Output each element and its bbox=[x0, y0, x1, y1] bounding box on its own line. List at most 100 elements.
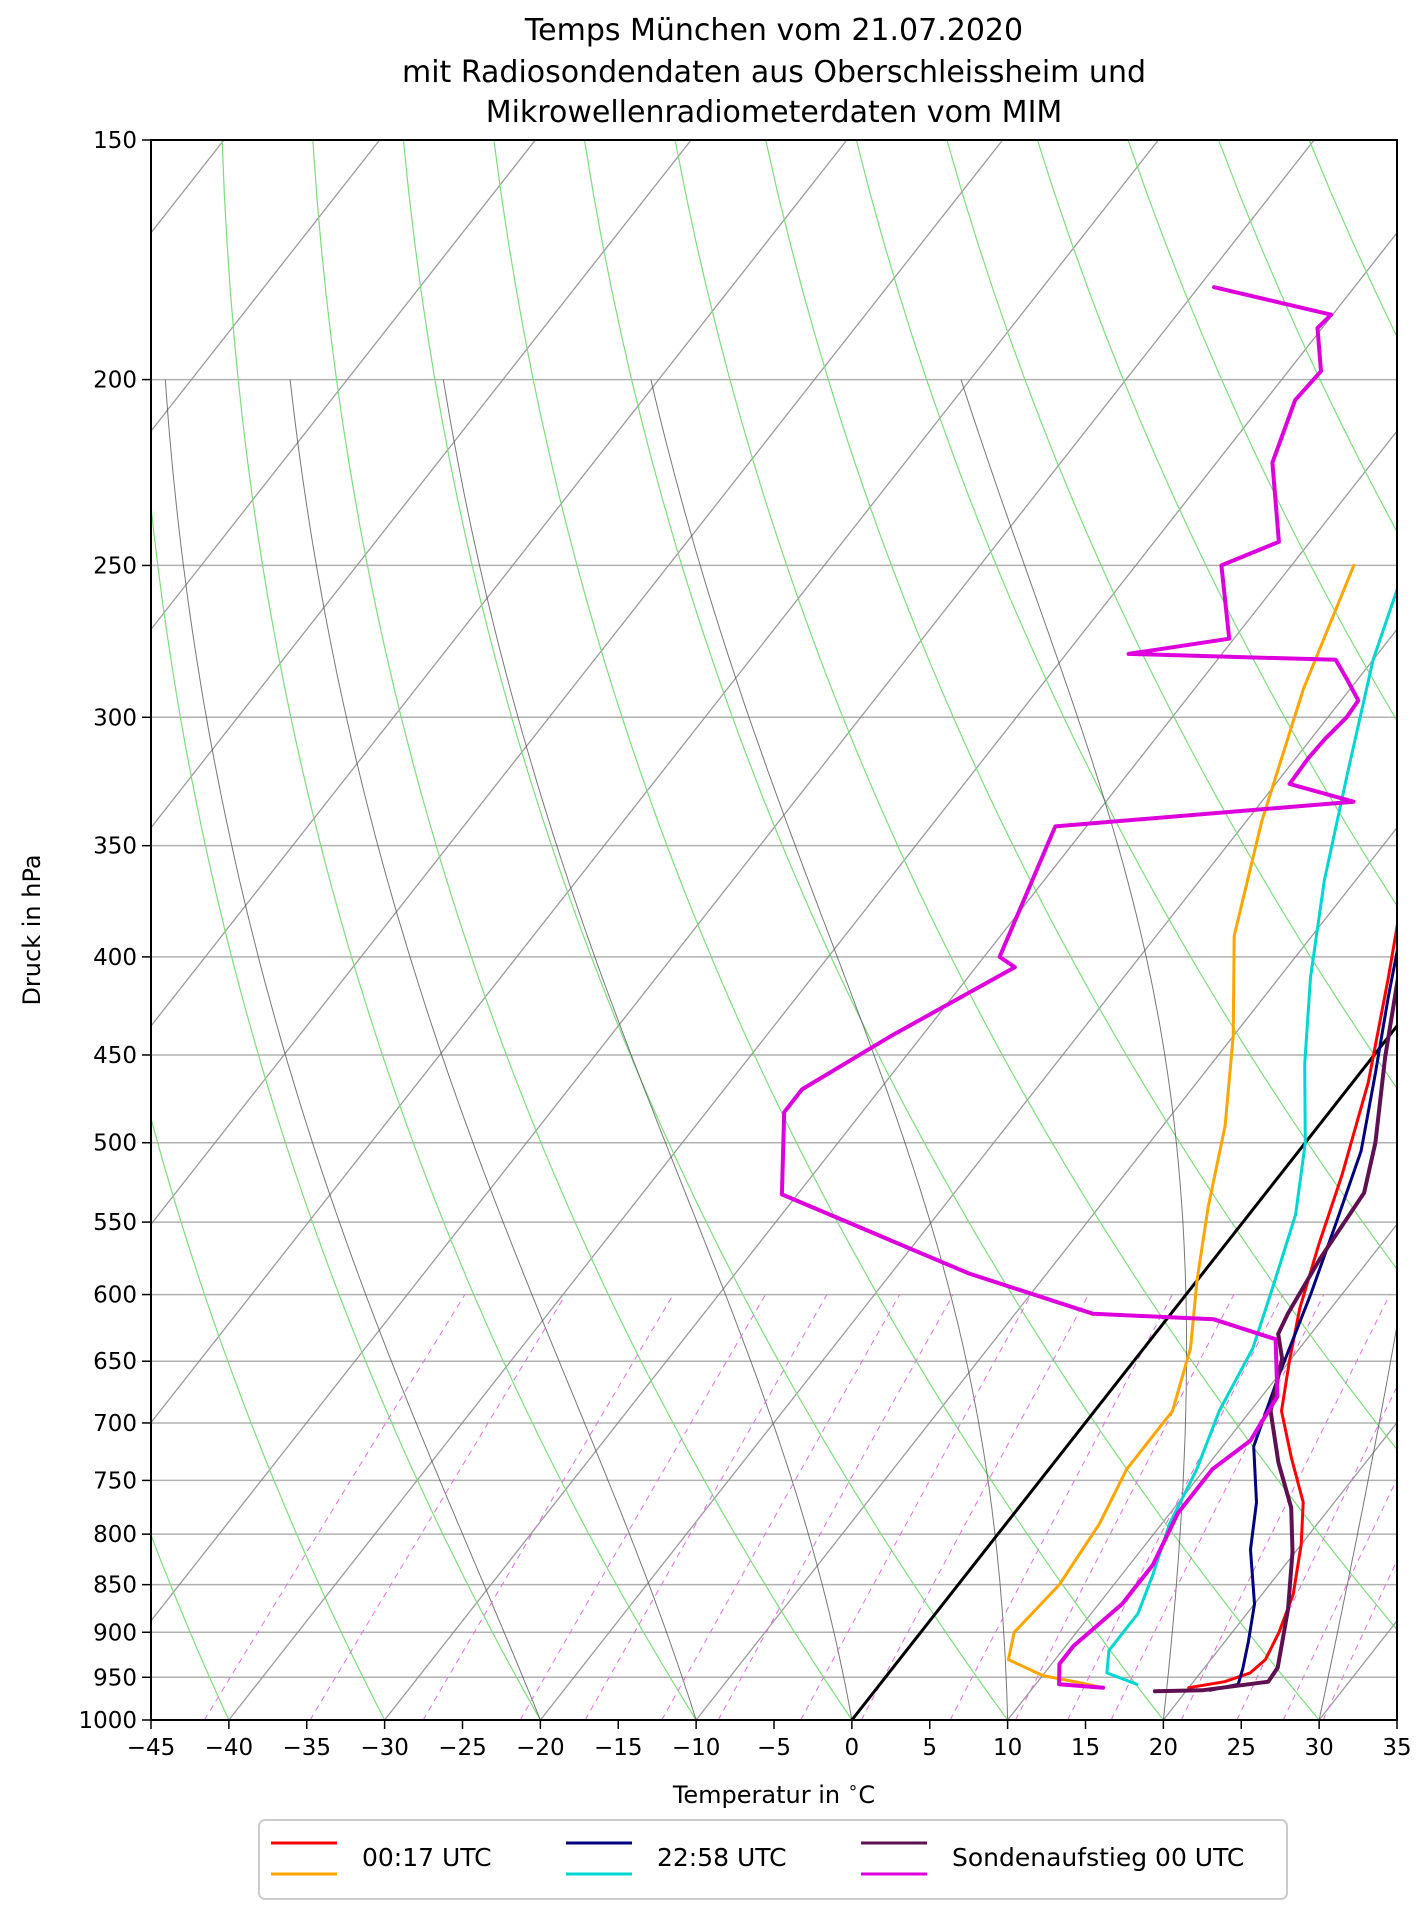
isotherm-line bbox=[151, 140, 1159, 1424]
legend-label-2258: 22:58 UTC bbox=[657, 1843, 787, 1872]
dry-adiabat-line bbox=[1127, 140, 1397, 722]
dry-adiabat-line bbox=[674, 140, 1397, 1631]
mixing-ratio-line bbox=[860, 1294, 1089, 1720]
dry-adiabat-line bbox=[221, 140, 697, 1720]
y-tick-label: 850 bbox=[93, 1573, 137, 1599]
mixing-ratio-line bbox=[1067, 1294, 1284, 1720]
x-tick-label: −30 bbox=[360, 1735, 409, 1761]
dry-adiabat-line bbox=[312, 140, 853, 1720]
y-axis-label: Druck in hPa bbox=[18, 854, 46, 1005]
series-line-00-17-utc-dewpoint bbox=[1006, 563, 1356, 1690]
y-tick-label: 150 bbox=[93, 128, 137, 154]
y-tick-label: 500 bbox=[93, 1131, 137, 1157]
y-tick-label: 200 bbox=[93, 368, 137, 394]
dry-adiabat-line bbox=[151, 1533, 230, 1720]
isotherm-line bbox=[1318, 1619, 1397, 1720]
y-tick-label: 700 bbox=[93, 1411, 137, 1437]
x-tick-label: 30 bbox=[1304, 1735, 1333, 1761]
legend-label-0017: 00:17 UTC bbox=[362, 1843, 492, 1872]
legend-box bbox=[258, 1819, 1288, 1900]
mixing-ratio-line bbox=[1015, 1294, 1235, 1720]
isotherm-line bbox=[228, 231, 1397, 1720]
series-line-22-58-utc-temperature bbox=[1208, 944, 1397, 1692]
isotherm-line bbox=[151, 140, 1004, 1226]
series-line-sondenaufstieg-00-utc-temperature bbox=[1152, 971, 1397, 1694]
x-tick-label: 35 bbox=[1382, 1735, 1411, 1761]
y-tick-label: 750 bbox=[93, 1468, 137, 1494]
mixing-ratio-line bbox=[800, 1294, 1032, 1720]
y-tick-label: 900 bbox=[93, 1620, 137, 1646]
mixing-ratio-line bbox=[949, 1294, 1173, 1720]
dry-adiabat-line bbox=[1036, 140, 1397, 907]
isotherm-line bbox=[1007, 1223, 1397, 1720]
isotherm-line bbox=[151, 140, 848, 1028]
chart-subtitle-line-1: mit Radiosondendaten aus Oberschleisshei… bbox=[402, 55, 1146, 90]
mixing-ratio-line bbox=[584, 1294, 828, 1720]
x-tick-label: −10 bbox=[672, 1735, 721, 1761]
mixing-ratio-line bbox=[1236, 1385, 1397, 1720]
plot-frame bbox=[150, 139, 1398, 1721]
y-tick-label: 300 bbox=[93, 705, 137, 731]
mixing-ratio-line bbox=[203, 1294, 466, 1720]
y-tick-label: 800 bbox=[93, 1522, 137, 1548]
dry-adiabat-line bbox=[151, 500, 541, 1720]
isotherm-line bbox=[1162, 1421, 1397, 1720]
legend-label-sonde: Sondenaufstieg 00 UTC bbox=[952, 1843, 1244, 1872]
x-tick-label: −25 bbox=[438, 1735, 487, 1761]
x-tick-label: −45 bbox=[127, 1735, 176, 1761]
moist-adiabat-line bbox=[650, 379, 1009, 1720]
y-tick-label: 550 bbox=[93, 1210, 137, 1236]
dry-adiabat-line bbox=[1400, 140, 1427, 1720]
sounding-series bbox=[779, 285, 1397, 1694]
x-tick-label: −5 bbox=[757, 1735, 791, 1761]
isotherm-line bbox=[539, 628, 1397, 1720]
y-tick-label: 350 bbox=[93, 834, 137, 860]
y-tick-label: 400 bbox=[93, 945, 137, 971]
legend: 00:17 UTC 22:58 UTC Sondenaufstieg 00 UT… bbox=[258, 1819, 1288, 1900]
x-tick-label: 25 bbox=[1227, 1735, 1256, 1761]
dry-adiabat-line bbox=[1308, 140, 1397, 339]
mixing-ratio-line bbox=[309, 1294, 567, 1720]
dry-adiabat-line bbox=[493, 140, 1164, 1720]
dry-adiabat-line bbox=[855, 140, 1397, 1271]
dry-adiabat-line bbox=[402, 140, 1009, 1720]
x-axis-label: Temperatur in ∘C bbox=[672, 1778, 875, 1809]
x-tick-label: 5 bbox=[922, 1735, 937, 1761]
background-reference-lines bbox=[151, 140, 1427, 1720]
x-tick-label: 20 bbox=[1149, 1735, 1178, 1761]
isotherm-line bbox=[151, 140, 692, 829]
chart-title: Temps München vom 21.07.2020 bbox=[524, 13, 1023, 48]
dry-adiabat-line bbox=[765, 140, 1397, 1451]
isotherm-line bbox=[151, 140, 381, 433]
y-tick-label: 1000 bbox=[78, 1708, 137, 1734]
isotherm-line bbox=[151, 140, 1315, 1622]
moist-adiabat-line bbox=[1318, 1322, 1397, 1720]
series-line-00-17-utc-temperature bbox=[1187, 918, 1397, 1690]
dry-adiabat-line bbox=[946, 140, 1397, 1090]
x-axis-ticks: −45 −40 −35 −30 −25 −20 −15 −10 −5 0 5 10 15 20 25 30 35 bbox=[127, 1720, 1412, 1761]
y-tick-label: 250 bbox=[93, 553, 137, 579]
mixing-ratio-line bbox=[422, 1294, 674, 1720]
x-tick-label: −15 bbox=[594, 1735, 643, 1761]
y-tick-label: 600 bbox=[93, 1283, 137, 1309]
y-axis-ticks: 1000 950 900 850 800 750 700 650 600 550 500 450 400… bbox=[78, 128, 151, 1734]
series-line-22-58-utc-dewpoint bbox=[1105, 585, 1397, 1686]
y-tick-label: 950 bbox=[93, 1665, 137, 1691]
mixing-ratio-line bbox=[1282, 1477, 1397, 1720]
moist-adiabat-line bbox=[960, 379, 1188, 1720]
moist-adiabat-line bbox=[164, 379, 541, 1720]
moist-adiabat-line bbox=[289, 379, 697, 1720]
x-tick-label: 15 bbox=[1071, 1735, 1100, 1761]
mixing-ratio-line bbox=[661, 1294, 901, 1720]
mixing-ratio-line bbox=[519, 1294, 766, 1720]
mixing-ratio-line bbox=[1180, 1294, 1391, 1720]
mixing-ratio-line bbox=[717, 1294, 954, 1720]
isotherm-line bbox=[151, 140, 536, 631]
x-tick-label: −40 bbox=[205, 1735, 254, 1761]
series-line-sondenaufstieg-00-utc-dewpoint bbox=[779, 285, 1361, 1690]
x-tick-label: 10 bbox=[993, 1735, 1022, 1761]
moist-adiabat-line bbox=[442, 379, 853, 1720]
x-tick-label: −20 bbox=[516, 1735, 565, 1761]
dry-adiabat-line bbox=[583, 140, 1320, 1720]
